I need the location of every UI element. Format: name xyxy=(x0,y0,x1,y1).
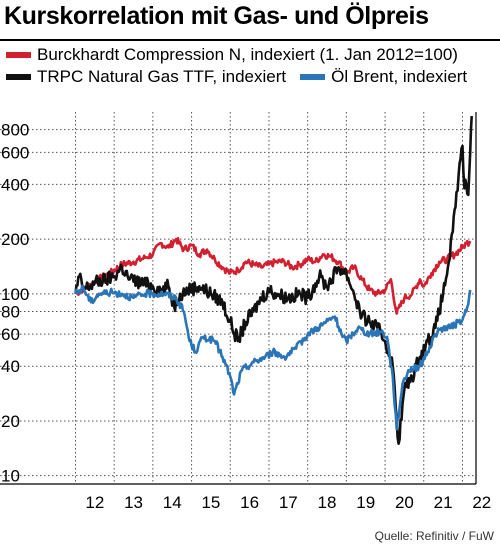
title-divider xyxy=(0,39,500,41)
x-tick-label: 19 xyxy=(356,493,375,512)
legend-swatch-burckhardt xyxy=(6,52,31,58)
y-tick-label: 800 xyxy=(1,121,29,140)
x-tick-label: 13 xyxy=(124,493,143,512)
legend: Burckhardt Compression N, indexiert (1. … xyxy=(6,44,467,88)
x-tick-label: 12 xyxy=(85,493,104,512)
x-tick-label: 14 xyxy=(163,493,182,512)
y-tick-label: 40 xyxy=(1,357,20,376)
x-tick-label: 15 xyxy=(201,493,220,512)
series-line-gas xyxy=(74,116,473,445)
legend-label-gas: TRPC Natural Gas TTF, indexiert xyxy=(37,67,287,86)
x-tick-label: 21 xyxy=(434,493,453,512)
y-tick-label: 200 xyxy=(1,230,29,249)
y-tick-label: 10 xyxy=(1,467,20,486)
x-tick-label: 18 xyxy=(318,493,337,512)
series-line-oil xyxy=(74,284,472,431)
y-tick-label: 600 xyxy=(1,143,29,162)
legend-item-burckhardt: Burckhardt Compression N, indexiert (1. … xyxy=(6,44,467,66)
legend-label-burckhardt: Burckhardt Compression N, indexiert (1. … xyxy=(37,45,458,64)
legend-row-2: TRPC Natural Gas TTF, indexiert Öl Brent… xyxy=(6,66,467,88)
y-tick-label: 400 xyxy=(1,175,29,194)
chart-title: Kurskorrelation mit Gas- und Ölpreis xyxy=(4,2,429,30)
series-line-burckhardt xyxy=(74,237,472,315)
x-tick-label: 17 xyxy=(279,493,298,512)
x-tick-label: 22 xyxy=(472,493,491,512)
series-lines xyxy=(74,116,473,445)
x-axis-ticks: 12 13 14 15 16 17 18 19 20 21 22 xyxy=(85,493,491,512)
y-tick-label: 100 xyxy=(1,285,29,304)
x-tick-label: 16 xyxy=(240,493,259,512)
y-tick-label: 80 xyxy=(1,302,20,321)
source-note: Quelle: Refinitiv / FuW xyxy=(374,529,494,543)
y-tick-label: 60 xyxy=(1,325,20,344)
y-tick-label: 20 xyxy=(1,412,20,431)
legend-swatch-gas xyxy=(6,74,31,80)
legend-swatch-oil xyxy=(300,74,326,80)
x-tick-label: 20 xyxy=(395,493,414,512)
legend-label-oil: Öl Brent, indexiert xyxy=(331,67,468,86)
